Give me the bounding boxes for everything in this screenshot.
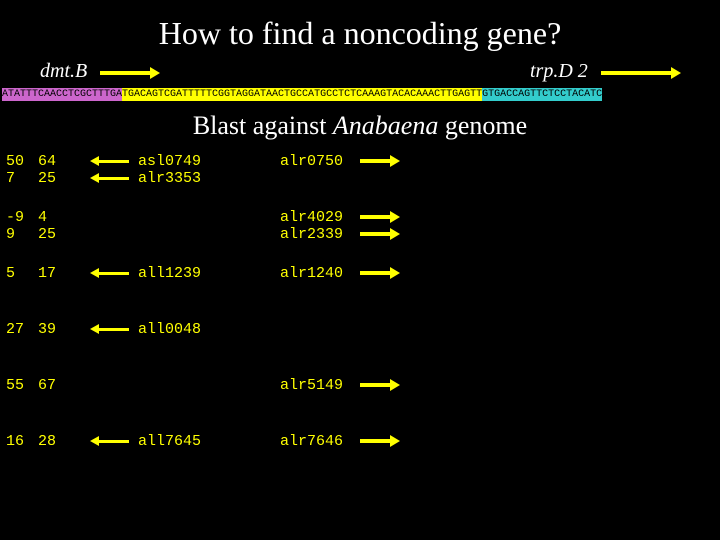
col2: 39: [38, 321, 68, 338]
gene-id: all7645: [138, 433, 201, 450]
gene-id: alr0750: [280, 153, 343, 170]
right-gene-area: alr7646: [280, 433, 480, 450]
gene-label-trpd2: trp.D 2: [530, 60, 681, 84]
left-gene-area: asl0749 alr3353: [90, 153, 270, 187]
arrow-right-icon: [360, 377, 400, 394]
top-gene-labels: dmt.B trp.D 2: [0, 60, 720, 88]
sequence-segment: ATATTTCAACCTCGCTTTGA: [2, 88, 122, 101]
result-row: -99425 alr4029 alr2339: [0, 209, 720, 265]
left-gene-area: all1239: [90, 265, 270, 282]
col2: 6425: [38, 153, 68, 187]
arrow-right-icon: [360, 226, 400, 243]
gene-line: asl0749: [90, 153, 270, 170]
sequence-segment: GTGACCAGTTCTCCTACATC: [482, 88, 602, 101]
arrow-right-icon: [100, 61, 160, 84]
arrow-right-icon: [601, 61, 681, 84]
left-gene-area: all7645: [90, 433, 270, 450]
col2: 17: [38, 265, 68, 282]
col1: 27: [6, 321, 36, 338]
gene-id: alr3353: [138, 170, 201, 187]
gene-id: asl0749: [138, 153, 201, 170]
arrow-right-icon: [360, 209, 400, 226]
gene-line: alr4029: [280, 209, 480, 226]
right-gene-area: alr0750: [280, 153, 480, 170]
arrow-left-icon: [90, 153, 129, 170]
subtitle: Blast against Anabaena genome: [0, 101, 720, 153]
gene-line: alr1240: [280, 265, 480, 282]
gene-id: alr4029: [280, 209, 343, 226]
right-gene-area: alr5149: [280, 377, 480, 394]
gene-label-text: trp.D 2: [530, 60, 588, 82]
arrow-right-icon: [360, 433, 400, 450]
sequence-segment: TGACAGTCGATTTTTCGGTAGGATAACTGCCATGCCTCTC…: [122, 88, 482, 101]
gene-id: alr7646: [280, 433, 343, 450]
subtitle-organism: Anabaena: [333, 111, 438, 140]
result-row: 517 all1239 alr1240: [0, 265, 720, 321]
col1: 55: [6, 377, 36, 394]
gene-line: alr2339: [280, 226, 480, 243]
col2: 67: [38, 377, 68, 394]
gene-line: all1239: [90, 265, 270, 282]
right-gene-area: alr1240: [280, 265, 480, 282]
col1: 507: [6, 153, 36, 187]
blast-results: 5076425 asl0749 alr3353 alr0750 -99425 alr…: [0, 153, 720, 489]
gene-line: alr0750: [280, 153, 480, 170]
arrow-left-icon: [90, 265, 129, 282]
slide-title: How to find a noncoding gene?: [0, 0, 720, 60]
result-row: 5076425 asl0749 alr3353 alr0750: [0, 153, 720, 209]
col2: 28: [38, 433, 68, 450]
col2: 425: [38, 209, 68, 243]
result-row: 2739 all0048: [0, 321, 720, 377]
subtitle-post: genome: [438, 111, 527, 140]
gene-label-dmtb: dmt.B: [40, 60, 160, 84]
result-row: 5567 alr5149: [0, 377, 720, 433]
result-row: 1628 all7645 alr7646: [0, 433, 720, 489]
arrow-left-icon: [90, 433, 129, 450]
arrow-left-icon: [90, 321, 129, 338]
subtitle-pre: Blast against: [193, 111, 333, 140]
gene-id: alr2339: [280, 226, 343, 243]
gene-label-text: dmt.B: [40, 60, 87, 82]
gene-line: all7645: [90, 433, 270, 450]
col1: -99: [6, 209, 36, 243]
gene-line: alr7646: [280, 433, 480, 450]
right-gene-area: alr4029 alr2339: [280, 209, 480, 243]
gene-line: alr5149: [280, 377, 480, 394]
col1: 5: [6, 265, 36, 282]
gene-id: all1239: [138, 265, 201, 282]
dna-sequence-bar: ATATTTCAACCTCGCTTTGATGACAGTCGATTTTTCGGTA…: [2, 88, 718, 101]
gene-line: alr3353: [90, 170, 270, 187]
gene-id: alr5149: [280, 377, 343, 394]
arrow-right-icon: [360, 153, 400, 170]
arrow-left-icon: [90, 170, 129, 187]
arrow-right-icon: [360, 265, 400, 282]
col1: 16: [6, 433, 36, 450]
gene-id: all0048: [138, 321, 201, 338]
gene-id: alr1240: [280, 265, 343, 282]
gene-line: all0048: [90, 321, 270, 338]
left-gene-area: all0048: [90, 321, 270, 338]
